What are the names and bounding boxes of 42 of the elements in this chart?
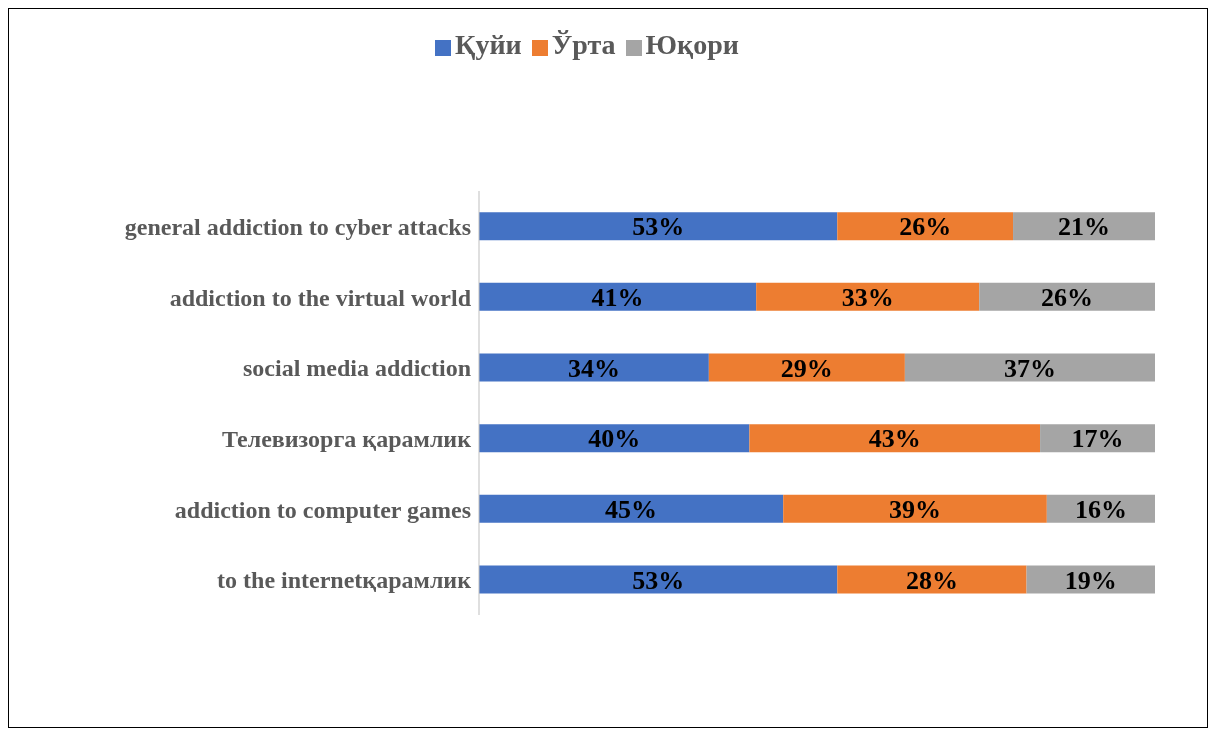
data-label: 37% [1003, 353, 1056, 383]
data-label: 43% [868, 424, 921, 454]
bar [749, 424, 1041, 453]
data-label: 19% [1064, 565, 1117, 595]
bar [837, 212, 1014, 241]
y-tick-label: addiction to computer games [174, 496, 471, 523]
data-label: 33% [841, 283, 894, 313]
data-label: 45% [605, 495, 658, 525]
data-label: 17% [1071, 424, 1124, 454]
bar [979, 282, 1155, 311]
bar [479, 282, 757, 311]
data-label: 40% [588, 424, 641, 454]
y-tick-label: to the internetқарамлик [217, 567, 472, 594]
data-label: 34% [567, 353, 620, 383]
bar [479, 212, 838, 241]
data-label: 53% [632, 212, 685, 242]
data-label: 39% [889, 495, 942, 525]
bar [837, 565, 1027, 594]
bar [1013, 212, 1155, 241]
data-label: 41% [591, 283, 644, 313]
data-label: 16% [1074, 495, 1127, 525]
bar [479, 565, 838, 594]
legend-label: Юқори [645, 29, 739, 60]
legend-label: Қуйи [455, 29, 522, 60]
y-tick-label: general addiction to cyber attacks [124, 213, 471, 240]
y-tick-label: Телевизорга қарамлик [221, 425, 472, 452]
bar [479, 494, 784, 523]
data-label: 28% [905, 565, 958, 595]
data-label: 53% [632, 565, 685, 595]
y-tick-label: addiction to the virtual world [169, 284, 472, 311]
legend-label: Ўрта [551, 29, 616, 60]
bar [708, 353, 905, 382]
data-label: 21% [1058, 212, 1111, 242]
data-label: 26% [899, 212, 952, 242]
bar [756, 282, 980, 311]
bar [479, 353, 709, 382]
bar [904, 353, 1155, 382]
data-label: 29% [780, 353, 833, 383]
data-label: 26% [1041, 283, 1094, 313]
bar [783, 494, 1047, 523]
y-tick-label: social media addiction [242, 355, 471, 382]
bar [479, 424, 750, 453]
